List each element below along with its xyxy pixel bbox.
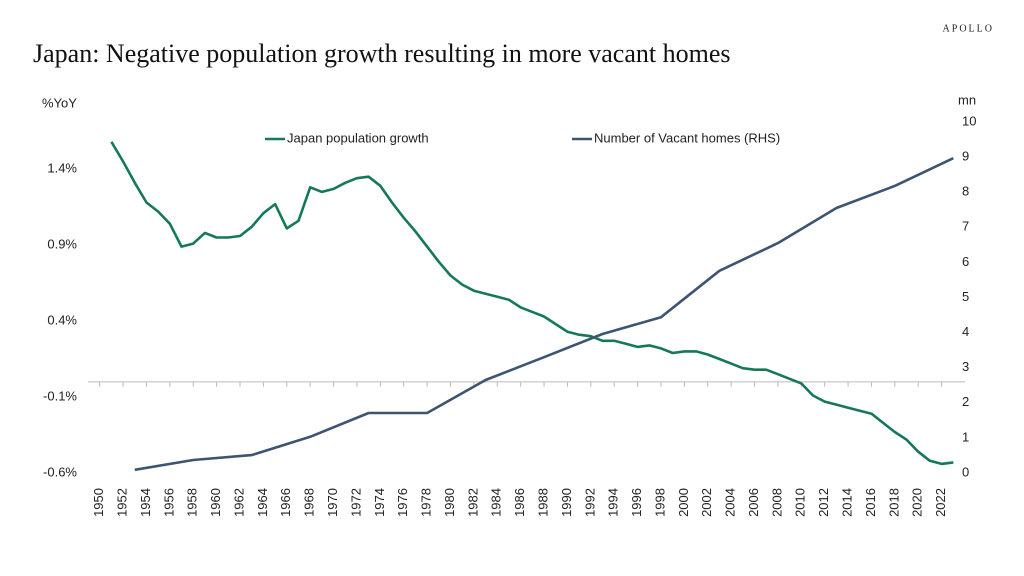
x-tick-label: 1978 bbox=[419, 488, 434, 517]
x-tick-label: 2002 bbox=[699, 488, 714, 517]
x-tick-label: 1954 bbox=[138, 488, 153, 517]
x-tick-label: 1998 bbox=[652, 488, 667, 517]
x-tick-label: 2020 bbox=[910, 488, 925, 517]
x-tick-label: 1972 bbox=[348, 488, 363, 517]
y2-tick-label: 1 bbox=[962, 429, 969, 444]
y2-tick-label: 4 bbox=[962, 324, 969, 339]
x-tick-label: 1984 bbox=[489, 488, 504, 517]
x-tick-label: 1956 bbox=[161, 488, 176, 517]
y-tick-label: 1.4% bbox=[47, 161, 77, 176]
x-tick-label: 1952 bbox=[115, 488, 130, 517]
x-tick-label: 1968 bbox=[302, 488, 317, 517]
x-tick-label: 1976 bbox=[395, 488, 410, 517]
y2-tick-label: 9 bbox=[962, 149, 969, 164]
x-tick-label: 1958 bbox=[185, 488, 200, 517]
y2-tick-label: 3 bbox=[962, 359, 969, 374]
x-tick-label: 2006 bbox=[746, 488, 761, 517]
brand-logo: APOLLO bbox=[943, 23, 994, 34]
y2-axis-label: mn bbox=[958, 92, 976, 107]
series-line bbox=[134, 157, 954, 472]
y2-tick-label: 0 bbox=[962, 464, 969, 479]
x-tick-label: 2000 bbox=[676, 488, 691, 517]
y2-tick-label: 10 bbox=[962, 113, 976, 128]
x-tick-label: 2012 bbox=[816, 488, 831, 517]
x-tick-label: 2016 bbox=[863, 488, 878, 517]
y-tick-label: -0.1% bbox=[43, 388, 77, 403]
y2-tick-label: 8 bbox=[962, 184, 969, 199]
legend-label: Number of Vacant homes (RHS) bbox=[594, 130, 780, 145]
x-tick-label: 1960 bbox=[208, 488, 223, 517]
x-tick-label: 1964 bbox=[255, 488, 270, 517]
x-tick-label: 1996 bbox=[629, 488, 644, 517]
y2-tick-label: 5 bbox=[962, 289, 969, 304]
legend-label: Japan population growth bbox=[287, 130, 429, 145]
x-tick-label: 1988 bbox=[535, 488, 550, 517]
x-tick-label: 2014 bbox=[840, 488, 855, 517]
x-tick-label: 1974 bbox=[372, 488, 387, 517]
x-tick-label: 2008 bbox=[769, 488, 784, 517]
x-tick-label: 1994 bbox=[606, 488, 621, 517]
x-tick-label: 1950 bbox=[91, 488, 106, 517]
x-tick-label: 1966 bbox=[278, 488, 293, 517]
x-tick-label: 2022 bbox=[933, 488, 948, 517]
y2-tick-label: 6 bbox=[962, 254, 969, 269]
y-tick-label: 0.9% bbox=[47, 237, 77, 252]
x-tick-label: 1992 bbox=[582, 488, 597, 517]
y-axis-label: %YoY bbox=[42, 95, 77, 110]
x-tick-label: 1980 bbox=[442, 488, 457, 517]
y2-tick-label: 2 bbox=[962, 394, 969, 409]
x-tick-label: 1982 bbox=[465, 488, 480, 517]
series-line bbox=[110, 141, 954, 466]
y-tick-label: -0.6% bbox=[43, 464, 77, 479]
x-tick-label: 2004 bbox=[723, 488, 738, 517]
x-tick-label: 2010 bbox=[793, 488, 808, 517]
y-tick-label: 0.4% bbox=[47, 312, 77, 327]
x-tick-label: 2018 bbox=[886, 488, 901, 517]
x-tick-label: 1986 bbox=[512, 488, 527, 517]
x-tick-label: 1962 bbox=[231, 488, 246, 517]
x-tick-label: 1990 bbox=[559, 488, 574, 517]
x-tick-label: 1970 bbox=[325, 488, 340, 517]
y2-tick-label: 7 bbox=[962, 219, 969, 234]
chart-title: Japan: Negative population growth result… bbox=[33, 39, 731, 68]
